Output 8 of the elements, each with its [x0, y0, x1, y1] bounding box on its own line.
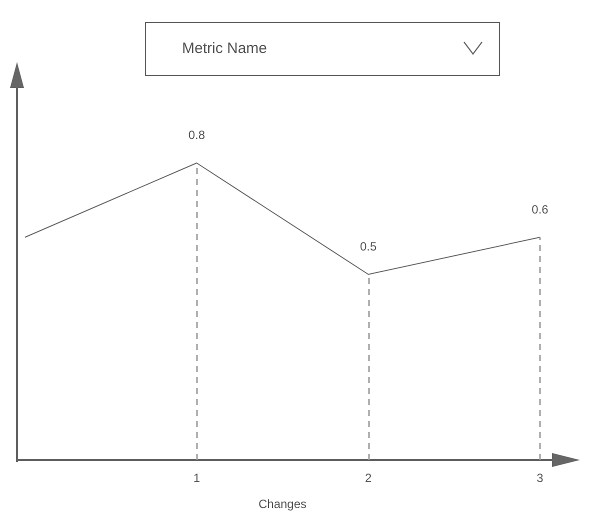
x-tick-label: 2: [364, 471, 372, 485]
x-axis-title: Changes: [258, 497, 307, 511]
x-tick-label: 1: [193, 471, 200, 485]
data-label: 0.8: [188, 128, 206, 142]
x-tick-label: 3: [536, 471, 544, 485]
data-label: 0.5: [360, 239, 377, 254]
data-label: 0.6: [532, 202, 549, 216]
chart-title: Metric Name: [182, 40, 268, 57]
